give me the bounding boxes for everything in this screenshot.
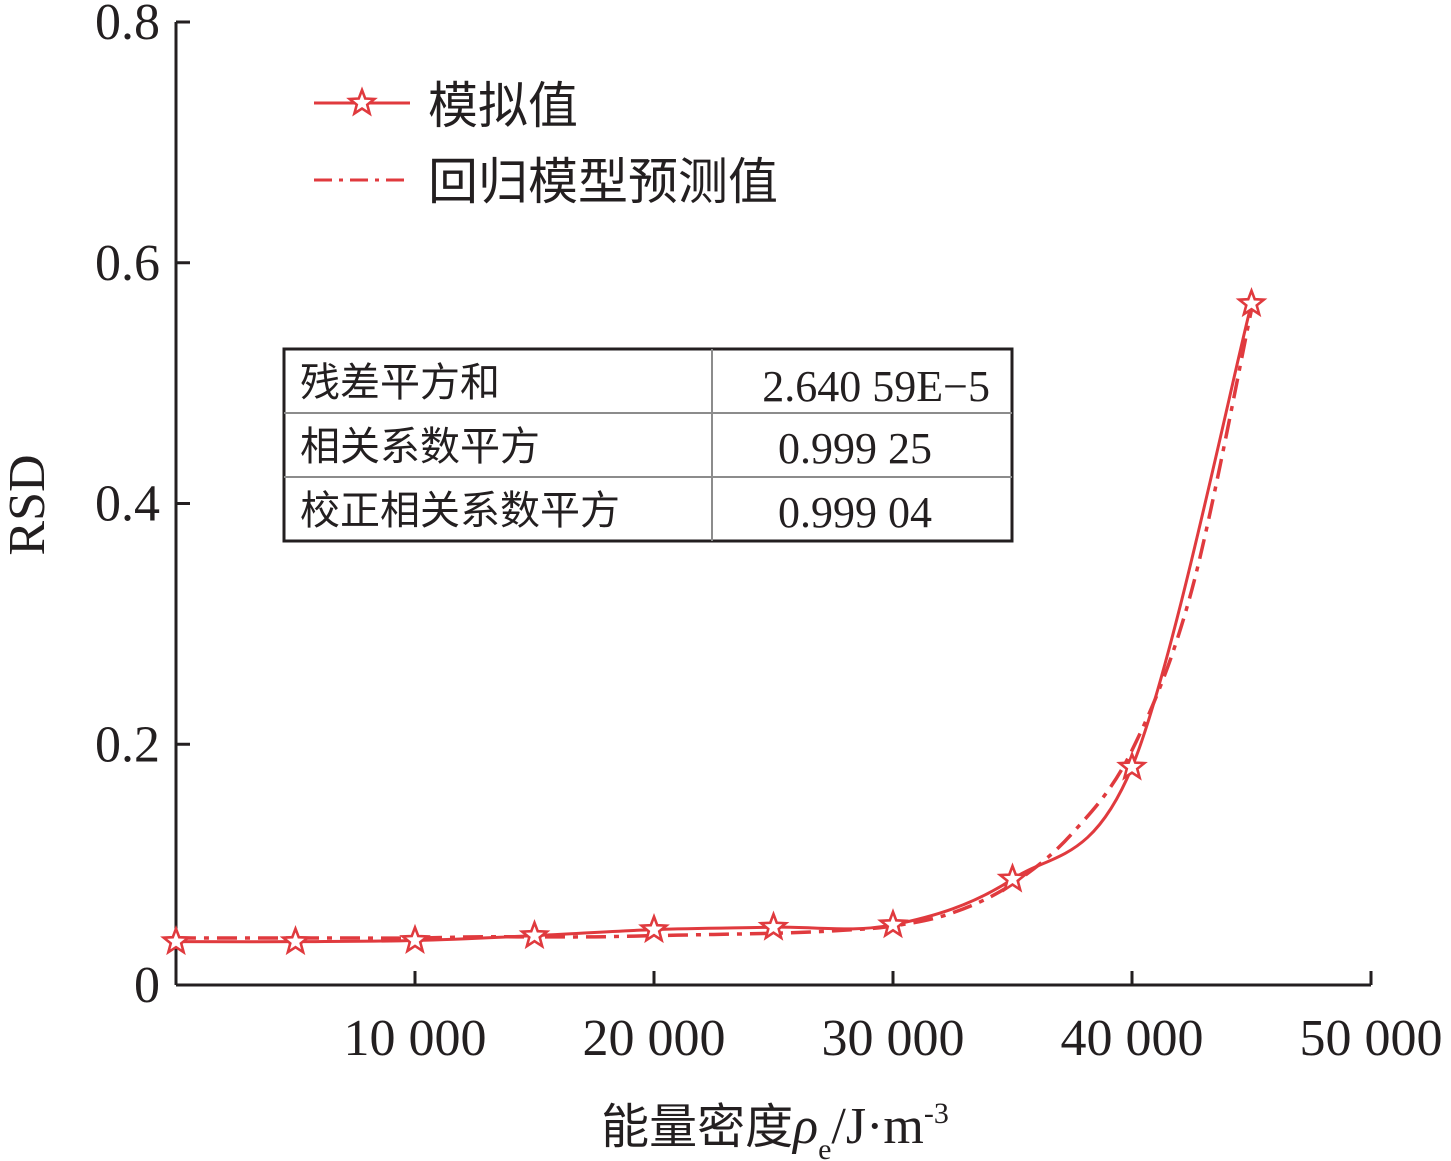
- star-marker: [1116, 750, 1148, 781]
- star-marker: [757, 910, 790, 941]
- star-marker: [638, 912, 670, 944]
- x-tick-label: 10 000: [344, 1010, 487, 1067]
- y-tick-label: 0.8: [95, 0, 160, 51]
- x-tick-label: 20 000: [583, 1010, 726, 1067]
- y-tick-label: 0.2: [95, 716, 160, 773]
- star-marker: [399, 923, 431, 954]
- star-marker: [518, 918, 551, 950]
- stats-label-r2: 相关系数平方: [300, 424, 540, 470]
- star-marker: [160, 924, 192, 956]
- star-marker: [279, 924, 312, 956]
- x-tick-label: 30 000: [822, 1010, 965, 1067]
- x-tick-label: 40 000: [1061, 1010, 1204, 1067]
- stats-table-border: [282, 347, 1014, 543]
- legend-star-marker: [346, 86, 378, 117]
- x-axis-label: 能量密度ρe/J·m-3: [601, 1097, 949, 1161]
- legend: 模拟值 回归模型预测值: [314, 77, 778, 211]
- x-axis-label-prefix: 能量密度: [601, 1099, 793, 1155]
- x-axis-label-symbol: ρ: [791, 1098, 818, 1155]
- legend-label-regression: 回归模型预测值: [428, 153, 778, 211]
- y-tick-label: 0.4: [95, 476, 160, 533]
- stats-label-adj-r2: 校正相关系数平方: [300, 488, 620, 534]
- stats-value-rss: 2.640 59E−5: [762, 362, 990, 411]
- y-tick-label: 0: [134, 957, 160, 1014]
- x-tick-label: 50 000: [1300, 1010, 1443, 1067]
- stats-label-rss: 残差平方和: [300, 360, 500, 406]
- series-line-regression: [176, 309, 1254, 940]
- star-marker: [1235, 287, 1268, 318]
- star-marker: [996, 862, 1029, 893]
- stats-value-r2: 0.999 25: [778, 424, 932, 473]
- series-layer: [160, 287, 1268, 956]
- x-axis-label-unit: /J·m: [831, 1098, 923, 1155]
- stats-value-adj-r2: 0.999 04: [778, 488, 932, 537]
- legend-label-simulated: 模拟值: [428, 77, 578, 135]
- stats-table: 残差平方和 2.640 59E−5 相关系数平方 0.999 25 校正相关系数…: [282, 347, 1014, 543]
- x-axis-label-exponent: -3: [924, 1097, 949, 1130]
- star-marker: [877, 908, 909, 939]
- y-axis-label: RSD: [0, 454, 56, 555]
- x-axis-label-subscript: e: [818, 1133, 831, 1161]
- y-tick-label: 0.6: [95, 235, 160, 292]
- y-ticks: 0 0.2 0.4 0.6 0.8: [95, 0, 190, 1014]
- x-ticks: 10 000 20 000 30 000 40 000 50 000: [344, 971, 1443, 1067]
